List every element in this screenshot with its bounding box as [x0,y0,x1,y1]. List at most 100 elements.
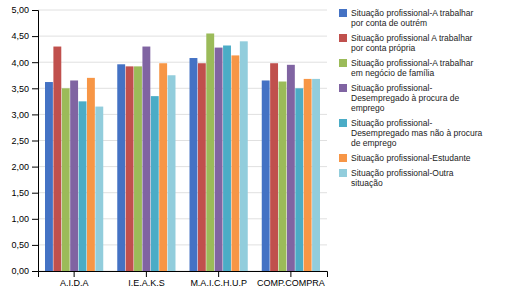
y-tick: 0,00 [11,266,38,276]
bar [223,45,231,271]
y-tick-label: 4,00 [11,58,29,68]
legend-item: Situação profissional-Estudante [339,153,471,163]
bar-series [79,45,304,271]
grid-line [38,10,327,11]
y-tick-label: 1,00 [11,214,29,224]
bar [117,64,125,271]
bar [190,58,198,271]
y-axis: 0,00 0,50 1,00 1,50 2,00 2,50 3,00 3,50 4,00 4,50… [11,5,38,276]
y-tick: 4,00 [11,58,38,68]
legend-label-line: de emprego [351,138,397,148]
x-tick-label: A.I.D.A [60,278,89,288]
y-tick: 2,50 [11,136,38,146]
legend-item: Situação profissional A trabalharpor con… [339,33,473,53]
y-tick: 1,00 [11,214,38,224]
bar [262,80,270,271]
legend-label-line: por conta própria [351,43,416,53]
x-tick-label: COMP.COMPRA [257,278,325,288]
y-tick-label: 1,50 [11,188,29,198]
bar [95,107,103,271]
legend-label-line: Situação profissional-A trabalhar [351,8,474,18]
x-tick: I.E.A.K.S [128,271,165,288]
x-axis-line [39,272,328,278]
legend-label-line: Situação profissional-A trabalhar [351,58,474,68]
y-tick-mark [32,62,38,63]
legend-label-line: Situação profissional-Estudante [351,153,471,163]
plot: 0,00 0,50 1,00 1,50 2,00 2,50 3,00 3,50 4,00 4,50… [11,5,327,288]
bar [159,63,167,271]
legend-label: Situação profissional-A trabalharpor con… [351,8,474,28]
x-tick: A.I.D.A [60,271,89,288]
y-tick-mark [32,167,38,168]
legend-label: Situação profissional-Desempregado à pro… [351,83,459,113]
grid [38,10,327,271]
y-tick-mark [32,88,38,89]
x-axis: A.I.D.A I.E.A.K.S M.A.I.C.H.U.P COMP.COMPRA [39,271,328,288]
y-tick-mark [32,245,38,246]
x-tick-mark [218,271,219,277]
legend-item: Situação profissional-Desempregado à pro… [339,83,459,113]
bar [142,47,150,271]
x-tick: M.A.I.C.H.U.P [190,271,247,288]
legend-swatch [339,84,347,92]
bar [198,63,206,271]
bar [279,82,287,271]
y-tick: 0,50 [11,240,38,250]
y-axis-line [32,11,39,272]
legend-item: Situação profissional-A trabalharem negó… [339,58,474,78]
bar-series [70,47,295,271]
bar [79,101,87,271]
legend-label: Situação profissional-Desempregado mas n… [351,118,483,148]
bar [62,88,70,271]
legend-swatch [339,9,347,17]
legend-label-line: Situação profissional-Outra [351,168,454,178]
bar-series [87,55,312,271]
y-tick: 1,50 [11,188,38,198]
legend: Situação profissional-A trabalhar por con… [339,8,483,188]
legend-label-line: Situação profissional- [351,83,432,93]
legend-label-line: situação [351,178,383,188]
bar [151,96,159,271]
legend-swatch [339,34,347,42]
bar [287,65,295,271]
x-tick-label: I.E.A.K.S [128,278,165,288]
bar [304,79,312,271]
bar [312,79,320,271]
legend-label-line: em negócio de família [351,68,434,78]
y-tick-label: 3,50 [11,84,29,94]
y-tick-mark [32,271,38,272]
bar [70,80,78,271]
bar [87,78,95,271]
legend-label-line: emprego [351,103,385,113]
y-tick-label: 2,00 [11,162,29,172]
legend-swatch [339,59,347,67]
y-tick-mark [32,141,38,142]
legend-item: Situação profissional-Outrasituação [339,168,454,188]
legend-label: Situação profissional-Outrasituação [351,168,454,188]
y-tick-label: 3,00 [11,110,29,120]
bar [126,66,134,271]
bar [295,88,303,271]
grid-line [38,36,327,37]
legend-label-line: Desempregado à procura de [351,93,459,103]
bar [168,75,176,271]
grid-line [38,62,327,63]
x-tick-mark [290,271,291,277]
legend-swatch [339,169,347,177]
x-tick: COMP.COMPRA [257,271,325,288]
legend-swatch [339,154,347,162]
x-tick-mark [74,271,75,277]
y-tick: 3,00 [11,110,38,120]
bar [45,82,53,271]
y-tick-label: 4,50 [11,31,29,41]
legend-label-line: Situação profissional- [351,118,432,128]
y-tick-mark [32,10,38,11]
bar [240,41,248,271]
y-tick: 2,00 [11,162,38,172]
bar-series [62,33,287,271]
y-tick-mark [32,219,38,220]
legend-item: Situação profissional-Desempregado mas n… [339,118,483,148]
y-tick-label: 2,50 [11,136,29,146]
bar [206,33,214,271]
bar [53,47,61,271]
